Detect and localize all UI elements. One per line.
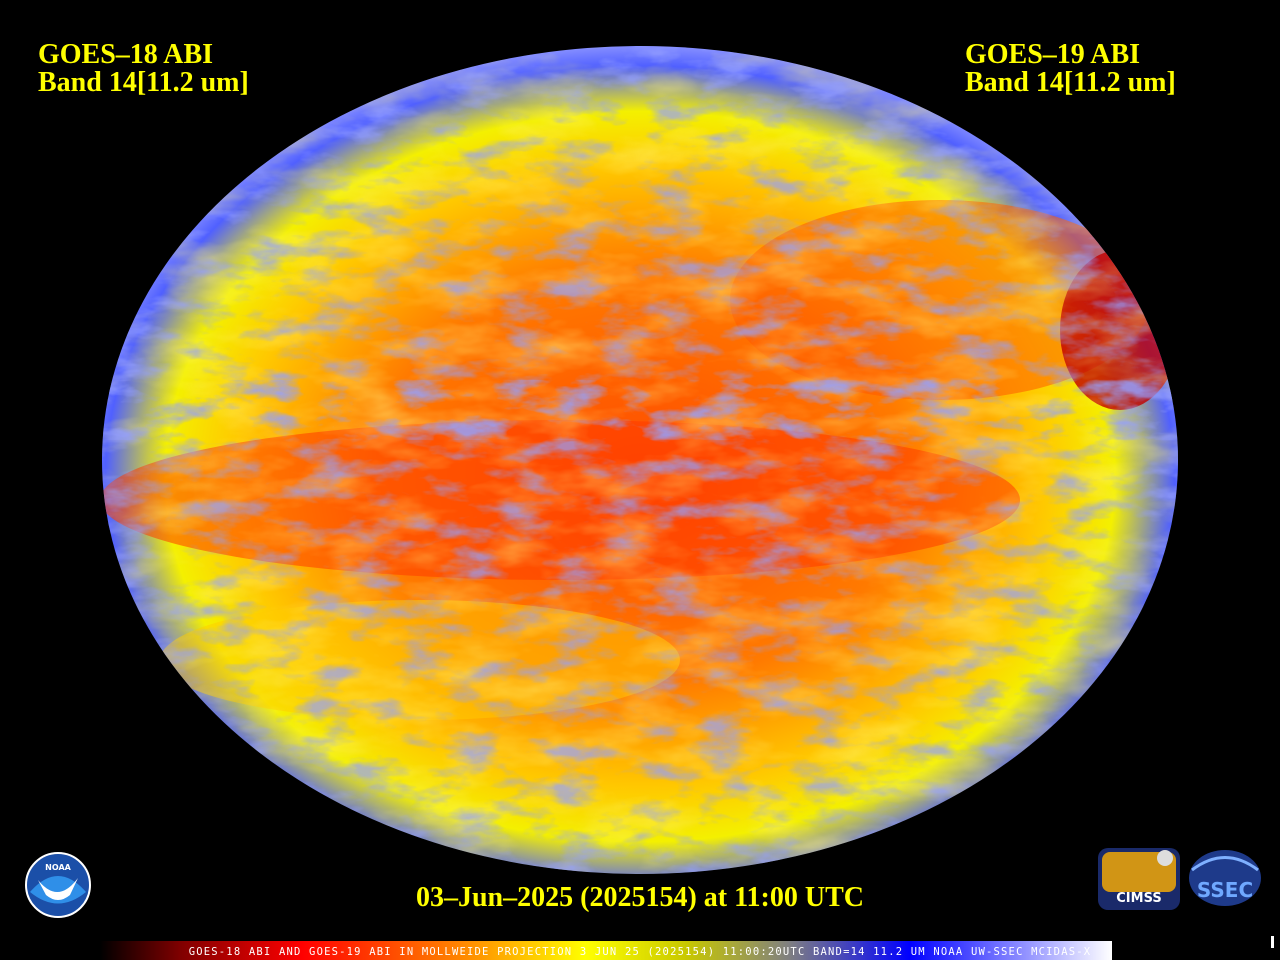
ssec-text: SSEC (1197, 878, 1253, 902)
noaa-logo: NOAA (25, 852, 91, 918)
color-bar (100, 941, 1112, 960)
color-bar-caption: GOES-18 ABI AND GOES-19 ABI IN MOLLWEIDE… (189, 946, 1092, 958)
ssec-logo: SSEC (1189, 850, 1261, 906)
left-satellite: GOES–18 ABI (38, 39, 213, 70)
right-band: Band 14[11.2 um] (965, 67, 1176, 98)
corner-marker (1271, 936, 1274, 948)
cimss-logo: CIMSS (1098, 848, 1180, 910)
globe (102, 46, 1178, 874)
cimss-text: CIMSS (1116, 891, 1161, 906)
right-satellite: GOES–19 ABI (965, 39, 1140, 70)
noaa-text: NOAA (45, 863, 71, 872)
timestamp: 03–Jun–2025 (2025154) at 11:00 UTC (416, 882, 864, 913)
left-band: Band 14[11.2 um] (38, 67, 249, 98)
